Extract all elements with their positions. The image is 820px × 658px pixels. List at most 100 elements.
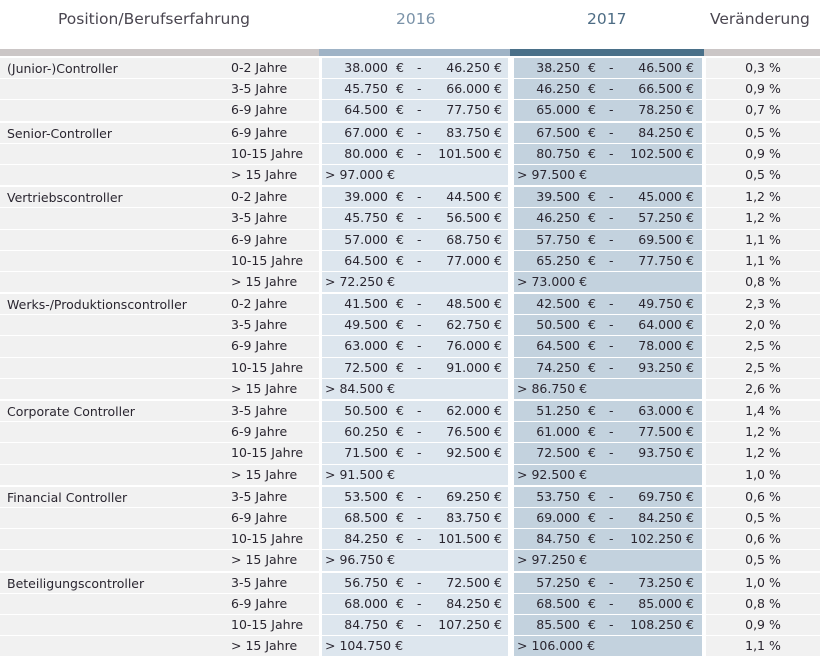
range-dash: - [417, 294, 422, 314]
salary-2016-cell: 38.000€-46.250€ [322, 58, 508, 78]
currency-symbol: € [588, 615, 596, 635]
currency-symbol: € [396, 208, 404, 228]
range-dash: - [609, 422, 614, 442]
salary-low: 84.750 [514, 529, 580, 549]
salary-2017-cell: 68.500€-85.000€ [514, 594, 702, 614]
change-cell: 0,3 % [706, 58, 820, 78]
salary-minimum: > 86.750 € [517, 379, 587, 399]
table-row: > 15 Jahre> 97.000 €> 97.500 €0,5 % [0, 164, 820, 185]
range-dash: - [417, 401, 422, 421]
currency-symbol: € [588, 123, 596, 143]
range-dash: - [609, 251, 614, 271]
experience-cell: > 15 Jahre [226, 272, 319, 292]
salary-low: 50.500 [322, 401, 388, 421]
currency-symbol: € [396, 443, 404, 463]
change-cell: 1,1 % [706, 636, 820, 656]
change-cell: 0,9 % [706, 79, 820, 99]
salary-low: 42.500 [514, 294, 580, 314]
range-dash: - [609, 358, 614, 378]
change-cell: 0,5 % [706, 165, 820, 185]
change-cell: 1,0 % [706, 465, 820, 485]
change-cell: 1,2 % [706, 187, 820, 207]
currency-symbol: € [588, 487, 596, 507]
currency-symbol: € [494, 615, 502, 635]
salary-low: 53.750 [514, 487, 580, 507]
currency-symbol: € [396, 615, 404, 635]
experience-cell: 0-2 Jahre [226, 187, 319, 207]
experience-cell: 10-15 Jahre [226, 358, 319, 378]
currency-symbol: € [494, 358, 502, 378]
salary-high: 46.500 [618, 58, 682, 78]
experience-cell: 6-9 Jahre [226, 508, 319, 528]
salary-low: 39.500 [514, 187, 580, 207]
currency-symbol: € [686, 251, 694, 271]
currency-symbol: € [588, 508, 596, 528]
range-dash: - [609, 487, 614, 507]
salary-high: 69.250 [426, 487, 490, 507]
experience-cell: 6-9 Jahre [226, 123, 319, 143]
range-dash: - [609, 294, 614, 314]
salary-2017-cell: 57.250€-73.250€ [514, 573, 702, 593]
currency-symbol: € [686, 508, 694, 528]
range-dash: - [609, 144, 614, 164]
currency-symbol: € [396, 79, 404, 99]
experience-cell: 3-5 Jahre [226, 573, 319, 593]
salary-high: 102.500 [618, 144, 682, 164]
salary-low: 68.000 [322, 594, 388, 614]
currency-symbol: € [588, 315, 596, 335]
range-dash: - [417, 315, 422, 335]
salary-2017-cell: 50.500€-64.000€ [514, 315, 702, 335]
change-cell: 2,6 % [706, 379, 820, 399]
salary-high: 107.250 [426, 615, 490, 635]
currency-symbol: € [686, 401, 694, 421]
currency-symbol: € [396, 294, 404, 314]
salary-high: 77.750 [426, 100, 490, 120]
range-dash: - [417, 336, 422, 356]
range-dash: - [417, 79, 422, 99]
currency-symbol: € [588, 443, 596, 463]
currency-symbol: € [588, 187, 596, 207]
salary-high: 44.500 [426, 187, 490, 207]
currency-symbol: € [494, 251, 502, 271]
salary-high: 49.750 [618, 294, 682, 314]
experience-cell: 6-9 Jahre [226, 230, 319, 250]
change-cell: 1,2 % [706, 422, 820, 442]
salary-2017-cell: 46.250€-66.500€ [514, 79, 702, 99]
currency-symbol: € [588, 573, 596, 593]
salary-2016-cell: 67.000€-83.750€ [322, 123, 508, 143]
range-dash: - [417, 508, 422, 528]
table-row: > 15 Jahre> 84.500 €> 86.750 €2,6 % [0, 378, 820, 399]
range-dash: - [609, 573, 614, 593]
experience-cell: 0-2 Jahre [226, 294, 319, 314]
currency-symbol: € [686, 615, 694, 635]
range-dash: - [417, 573, 422, 593]
salary-low: 57.750 [514, 230, 580, 250]
salary-high: 66.000 [426, 79, 490, 99]
salary-low: 68.500 [322, 508, 388, 528]
currency-symbol: € [494, 230, 502, 250]
range-dash: - [417, 487, 422, 507]
bar-2017 [510, 49, 704, 56]
salary-2016-cell: 68.500€-83.750€ [322, 508, 508, 528]
salary-high: 46.250 [426, 58, 490, 78]
salary-high: 57.250 [618, 208, 682, 228]
currency-symbol: € [588, 230, 596, 250]
table-row: > 15 Jahre> 72.250 €> 73.000 €0,8 % [0, 271, 820, 292]
salary-low: 68.500 [514, 594, 580, 614]
salary-low: 46.250 [514, 79, 580, 99]
salary-2017-cell: 65.250€-77.750€ [514, 251, 702, 271]
salary-2016-cell: 72.500€-91.000€ [322, 358, 508, 378]
experience-cell: 0-2 Jahre [226, 58, 319, 78]
header-year-2017: 2017 [587, 10, 626, 28]
salary-minimum: > 97.250 € [517, 550, 587, 570]
salary-high: 85.000 [618, 594, 682, 614]
salary-2017-cell: 42.500€-49.750€ [514, 294, 702, 314]
currency-symbol: € [686, 422, 694, 442]
currency-symbol: € [494, 144, 502, 164]
currency-symbol: € [686, 487, 694, 507]
currency-symbol: € [396, 358, 404, 378]
